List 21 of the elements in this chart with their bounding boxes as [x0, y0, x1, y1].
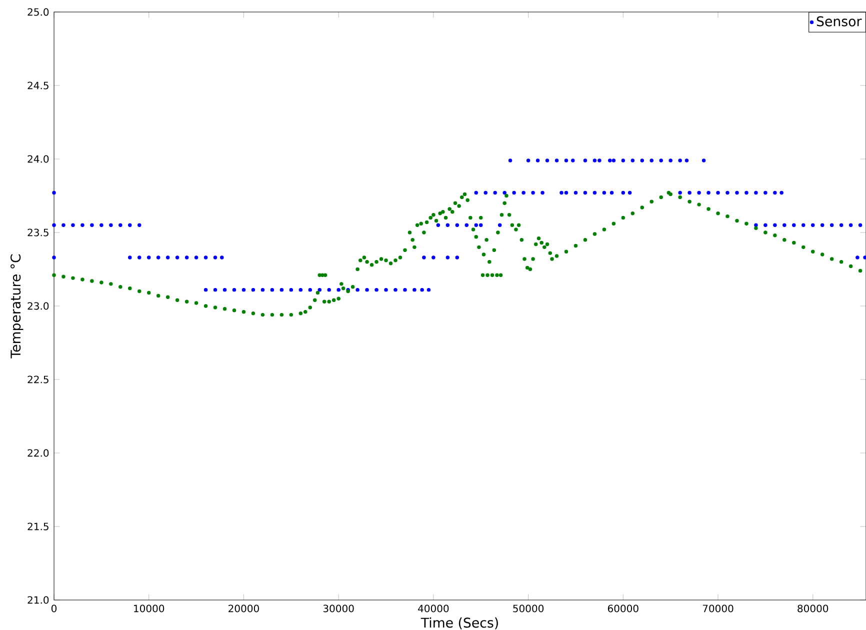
y-tick-label: 23.5: [28, 228, 48, 236]
x-tick-label: 80000: [798, 604, 828, 612]
y-tick-label: 21.5: [28, 522, 48, 530]
y-tick-label: 24.5: [28, 82, 48, 90]
y-tick-label: 24.0: [28, 155, 49, 163]
x-tick-label: 20000: [228, 604, 259, 612]
x-axis-title: Time (Secs): [420, 617, 498, 630]
y-axis-title: Temperature °C: [10, 254, 24, 358]
y-tick-label: 22.0: [28, 449, 49, 457]
x-tick-label: 60000: [608, 604, 638, 612]
x-tick-label: 0: [51, 604, 57, 612]
y-tick-label: 25.0: [28, 8, 49, 16]
y-tick-label: 23.0: [28, 302, 49, 310]
x-tick-label: 50000: [513, 604, 544, 612]
y-tick-label: 22.5: [28, 376, 48, 384]
x-tick-label: 70000: [702, 604, 734, 612]
legend-label: Sensor: [816, 16, 862, 26]
x-tick-label: 40000: [418, 604, 449, 612]
y-tick-label: 21.0: [28, 596, 49, 604]
x-tick-label: 30000: [323, 604, 354, 612]
x-tick-label: 10000: [134, 604, 164, 612]
